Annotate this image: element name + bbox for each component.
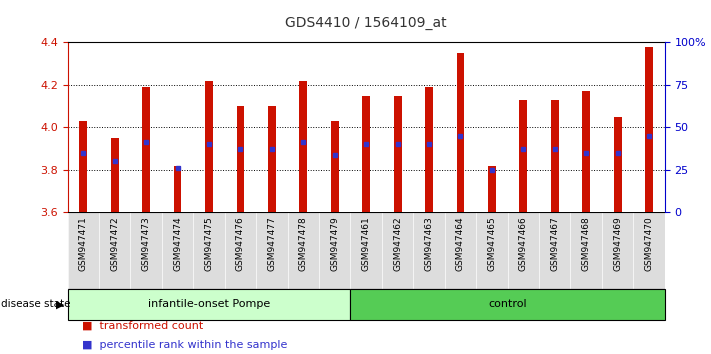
Bar: [299, 81, 307, 212]
Bar: [68, 212, 665, 289]
Bar: [237, 106, 245, 212]
Text: GSM947474: GSM947474: [173, 216, 182, 271]
Bar: [551, 100, 559, 212]
Text: GSM947461: GSM947461: [362, 216, 370, 271]
Text: GSM947477: GSM947477: [267, 216, 277, 271]
Bar: [456, 53, 464, 212]
Text: GSM947479: GSM947479: [330, 216, 339, 271]
Text: GSM947466: GSM947466: [519, 216, 528, 271]
Bar: [582, 91, 590, 212]
Text: GSM947468: GSM947468: [582, 216, 591, 271]
Text: GSM947463: GSM947463: [424, 216, 434, 271]
Text: GSM947469: GSM947469: [613, 216, 622, 271]
Bar: [425, 87, 433, 212]
Text: GSM947471: GSM947471: [79, 216, 87, 271]
Text: ▶: ▶: [55, 299, 64, 309]
Text: GSM947470: GSM947470: [645, 216, 653, 271]
Bar: [111, 138, 119, 212]
Bar: [331, 121, 338, 212]
Bar: [645, 47, 653, 212]
Text: GSM947464: GSM947464: [456, 216, 465, 271]
Text: GSM947462: GSM947462: [393, 216, 402, 271]
Text: ■  percentile rank within the sample: ■ percentile rank within the sample: [82, 341, 287, 350]
Bar: [80, 121, 87, 212]
Bar: [362, 96, 370, 212]
Text: GSM947476: GSM947476: [236, 216, 245, 271]
Bar: [488, 166, 496, 212]
Bar: [268, 106, 276, 212]
Text: GSM947473: GSM947473: [141, 216, 151, 271]
Text: control: control: [488, 299, 527, 309]
Text: GSM947478: GSM947478: [299, 216, 308, 271]
Text: infantile-onset Pompe: infantile-onset Pompe: [148, 299, 270, 309]
Text: GSM947472: GSM947472: [110, 216, 119, 271]
Text: GDS4410 / 1564109_at: GDS4410 / 1564109_at: [285, 16, 447, 30]
Bar: [173, 166, 181, 212]
Text: GSM947465: GSM947465: [488, 216, 496, 271]
Bar: [614, 117, 621, 212]
Bar: [68, 289, 351, 320]
Text: disease state: disease state: [1, 299, 71, 309]
Text: GSM947467: GSM947467: [550, 216, 560, 271]
Bar: [351, 289, 665, 320]
Bar: [142, 87, 150, 212]
Text: GSM947475: GSM947475: [205, 216, 213, 271]
Bar: [205, 81, 213, 212]
Bar: [520, 100, 528, 212]
Bar: [394, 96, 402, 212]
Text: ■  transformed count: ■ transformed count: [82, 321, 203, 331]
